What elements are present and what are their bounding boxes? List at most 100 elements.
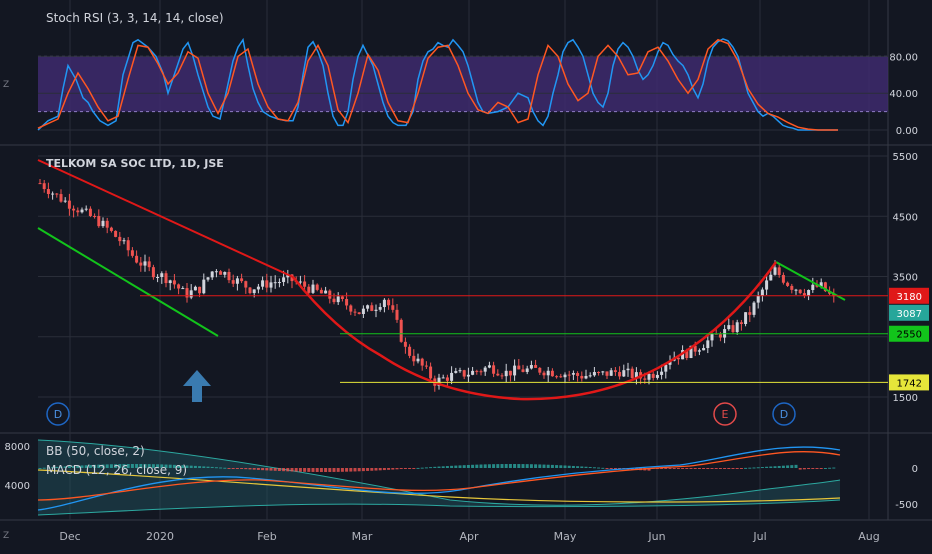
macd-bar [521,464,525,468]
x-tick-label: Feb [257,530,276,543]
macd-bar [185,465,189,468]
macd-bar [588,466,592,468]
candle-body [735,322,739,333]
macd-title: MACD (12, 26, close, 9) [46,463,188,477]
macd-bar [126,464,130,468]
stoch-y-tick: 80.00 [889,52,918,63]
macd-bar [647,468,651,471]
macd-bar [93,464,97,468]
x-tick-label: Jun [647,530,665,543]
candle-body [487,365,491,368]
macd-line [37,446,841,511]
candle-body [462,370,466,377]
candle-body [214,271,218,273]
candle-body [458,370,462,372]
stoch-d-line [37,38,838,131]
macd-bar [265,468,269,471]
candle-body [105,220,109,228]
candle-body [437,377,441,386]
macd-bar [735,468,739,469]
macd-bar [340,468,344,472]
candle-body [156,276,160,278]
macd-bar [80,465,84,468]
candle-body [109,227,113,231]
x-tick-label: Mar [352,530,373,543]
stoch-title: Stoch RSI (3, 3, 14, 14, close) [46,11,224,25]
candle-body [277,282,281,284]
candle-body [655,374,659,378]
candle-body [592,372,596,376]
candle-body [756,295,760,303]
macd-bar [118,464,122,468]
candle-body [307,286,311,293]
candle-body [223,272,227,275]
macd-bar [710,468,714,469]
macd-bar [76,465,80,468]
price-y-tick: 5500 [893,152,918,163]
candle-body [261,280,265,287]
macd-bar [273,468,277,471]
macd-bar [286,468,290,472]
macd-bar [773,466,777,468]
candle-body [718,334,722,338]
candle-body [651,373,655,378]
macd-bar [181,465,185,468]
macd-bar [798,468,802,470]
candle-body [126,240,130,251]
candle-body [542,372,546,376]
candle-body [471,370,475,375]
candle-body [181,288,185,290]
candle-body [517,365,521,370]
candle-body [781,275,785,283]
candle-body [454,371,458,373]
macd-bar [819,468,823,469]
candle-body [676,357,680,360]
candle-body [340,296,344,299]
candle-body [790,285,794,290]
macd-bar [101,464,105,468]
macd-bar [529,464,533,468]
macd-bar [542,464,546,468]
candle-body [492,365,496,374]
macd-bar [261,468,265,471]
price-y-tick: 1500 [893,393,918,404]
candle-body [366,305,370,309]
earnings-marker [713,402,737,426]
macd-bar [219,467,223,469]
bb-y-tick: 8000 [5,442,30,453]
candle-body [622,370,626,377]
candle-body [160,273,164,277]
candle-body [802,293,806,296]
candle-body [702,348,706,351]
price-tag-bg [889,325,929,342]
candle-body [815,284,819,287]
macd-bar [223,467,227,469]
candle-body [303,281,307,287]
candle-body [38,183,42,185]
candle-body [349,305,353,312]
candle-body [416,358,420,362]
candle-body [353,311,357,313]
side-marker-z-bottom: Z [3,531,10,541]
macd-y-tick: -500 [895,500,918,511]
candle-body [240,278,244,282]
macd-bar [458,465,462,468]
candle-body [697,350,701,352]
macd-bar [294,468,298,472]
bb-title: BB (50, close, 2) [46,444,145,458]
candle-body [643,378,647,380]
earnings-marker-label: E [722,408,729,421]
price-tag-bg [889,304,929,321]
candle-body [634,372,638,379]
macd-bar [214,467,218,469]
candle-body [67,200,71,209]
macd-bar [189,465,193,468]
macd-bar [160,464,164,468]
macd-bar [618,468,622,469]
candle-body [332,298,336,303]
candle-body [441,377,445,379]
candle-body [118,236,122,242]
macd-bar [584,466,588,468]
macd-bar [332,468,336,472]
macd-bar [483,464,487,468]
